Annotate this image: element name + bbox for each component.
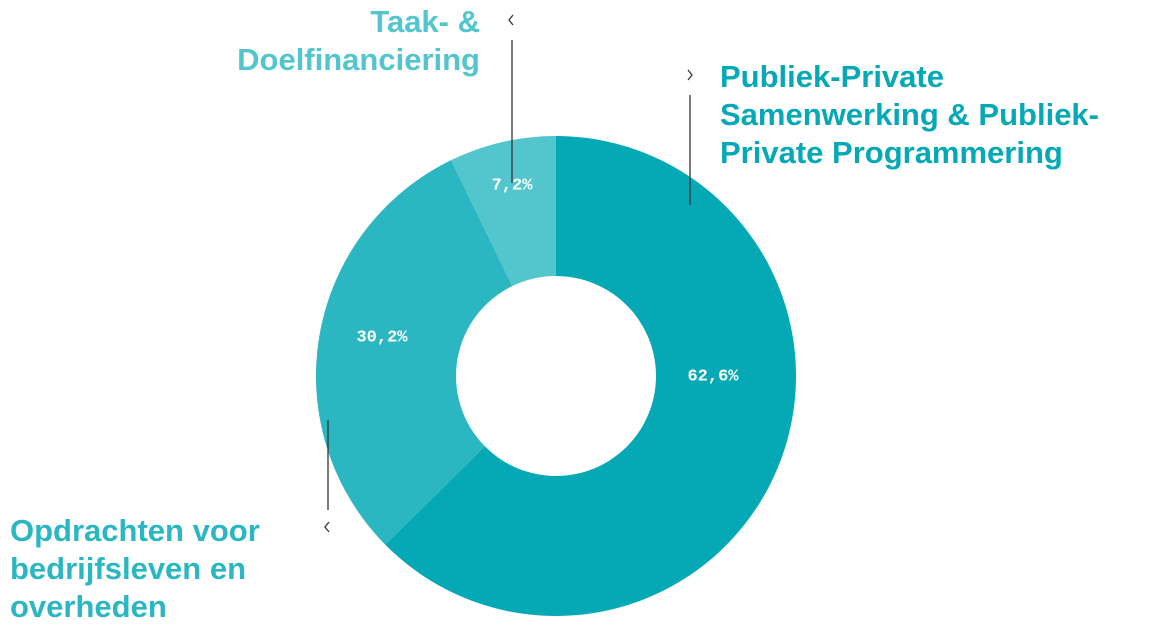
value-label: 7,2% (492, 176, 534, 195)
category-label: Opdrachten voor bedrijfsleven en overhed… (10, 513, 260, 624)
slice (451, 136, 556, 287)
value-label: 62,6% (687, 367, 739, 386)
slices (316, 136, 796, 616)
value-label: 30,2% (356, 328, 408, 347)
chevron (687, 69, 693, 81)
slice (385, 136, 796, 616)
category-label: Publiek-Private Samenwerking & Publiek-P… (720, 59, 1099, 170)
chevron (508, 14, 514, 26)
category-label: Taak- & Doelfinanciering (237, 4, 480, 77)
chevron (324, 521, 330, 533)
slice (316, 160, 513, 545)
